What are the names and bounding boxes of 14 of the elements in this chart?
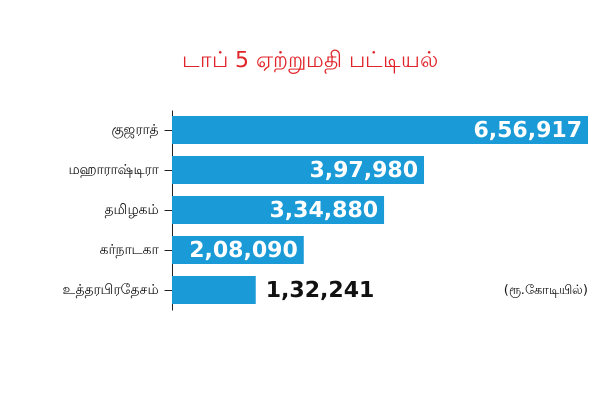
- annotation: (ரூ.கோடியில்): [504, 283, 588, 298]
- chart-title: டாப் 5 ஏற்றுமதி பட்டியல்: [182, 48, 438, 74]
- y-tick-label: மஹாராஷ்டிரா: [68, 162, 160, 178]
- data-label: 3,34,880: [270, 198, 378, 223]
- data-label: 3,97,980: [309, 158, 418, 183]
- data-label: 2,08,090: [189, 238, 298, 263]
- data-label: 6,56,917: [473, 118, 582, 143]
- bar: [172, 276, 256, 304]
- y-tick-label: கர்நாடகா: [100, 242, 160, 258]
- data-label: 1,32,241: [266, 278, 374, 303]
- y-tick-label: உத்தரபிரதேசம்: [62, 282, 158, 298]
- y-tick-label: தமிழகம்: [104, 202, 158, 218]
- y-tick-label: குஜராத்: [112, 122, 158, 139]
- bar: [172, 116, 588, 144]
